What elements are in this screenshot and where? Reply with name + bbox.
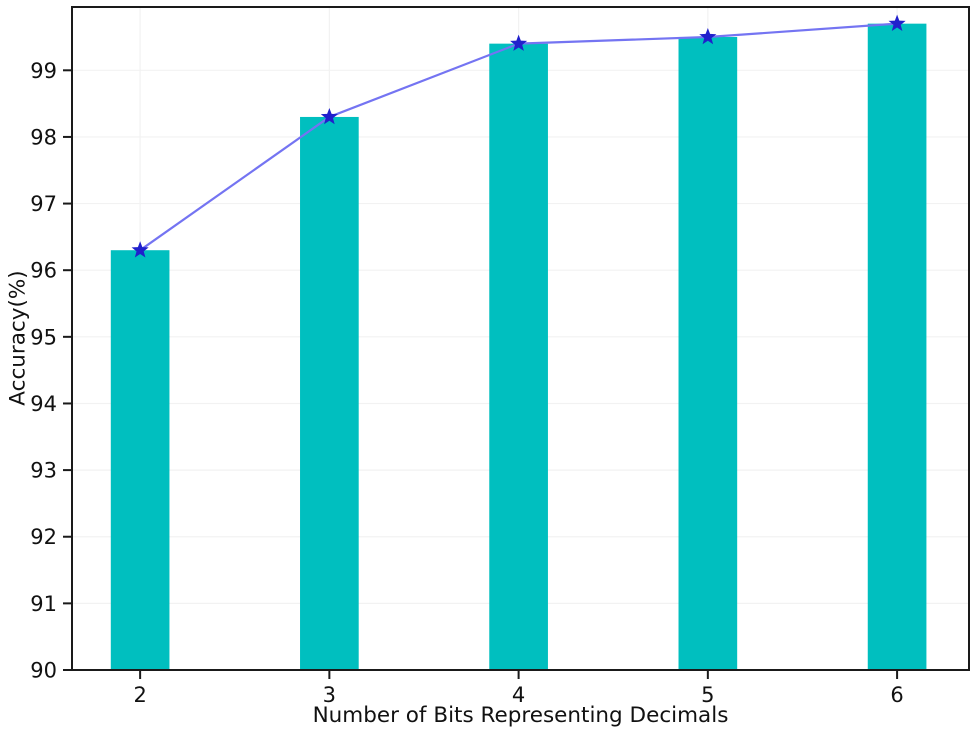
x-tick-label: 4 [512,683,525,707]
y-tick-label: 93 [30,459,57,483]
bar [867,23,927,671]
y-tick-label: 97 [30,192,57,216]
x-tick-label: 3 [323,683,336,707]
x-tick-label: 2 [133,683,146,707]
y-axis-label: Accuracy(%) [5,270,31,406]
plot-border [71,6,970,671]
x-tick-label: 6 [890,683,903,707]
y-tick-label: 99 [30,59,57,83]
bar [678,36,738,670]
star-marker [699,27,717,45]
star-marker [510,34,528,51]
star-marker [131,241,149,258]
x-tick-label: 5 [701,683,714,707]
y-tick-label: 95 [30,325,57,349]
x-axis-label: Number of Bits Representing Decimals [312,703,729,728]
y-tick-label: 94 [30,392,57,416]
y-tick-label: 92 [30,525,57,549]
bar [300,116,359,671]
y-tick-label: 91 [30,592,57,616]
y-tick-label: 98 [30,125,57,149]
star-marker [888,14,906,31]
y-tick-label: 90 [30,659,57,683]
bar [489,43,548,670]
y-tick-label: 96 [30,259,57,283]
star-marker [320,107,338,125]
bar [110,250,170,670]
